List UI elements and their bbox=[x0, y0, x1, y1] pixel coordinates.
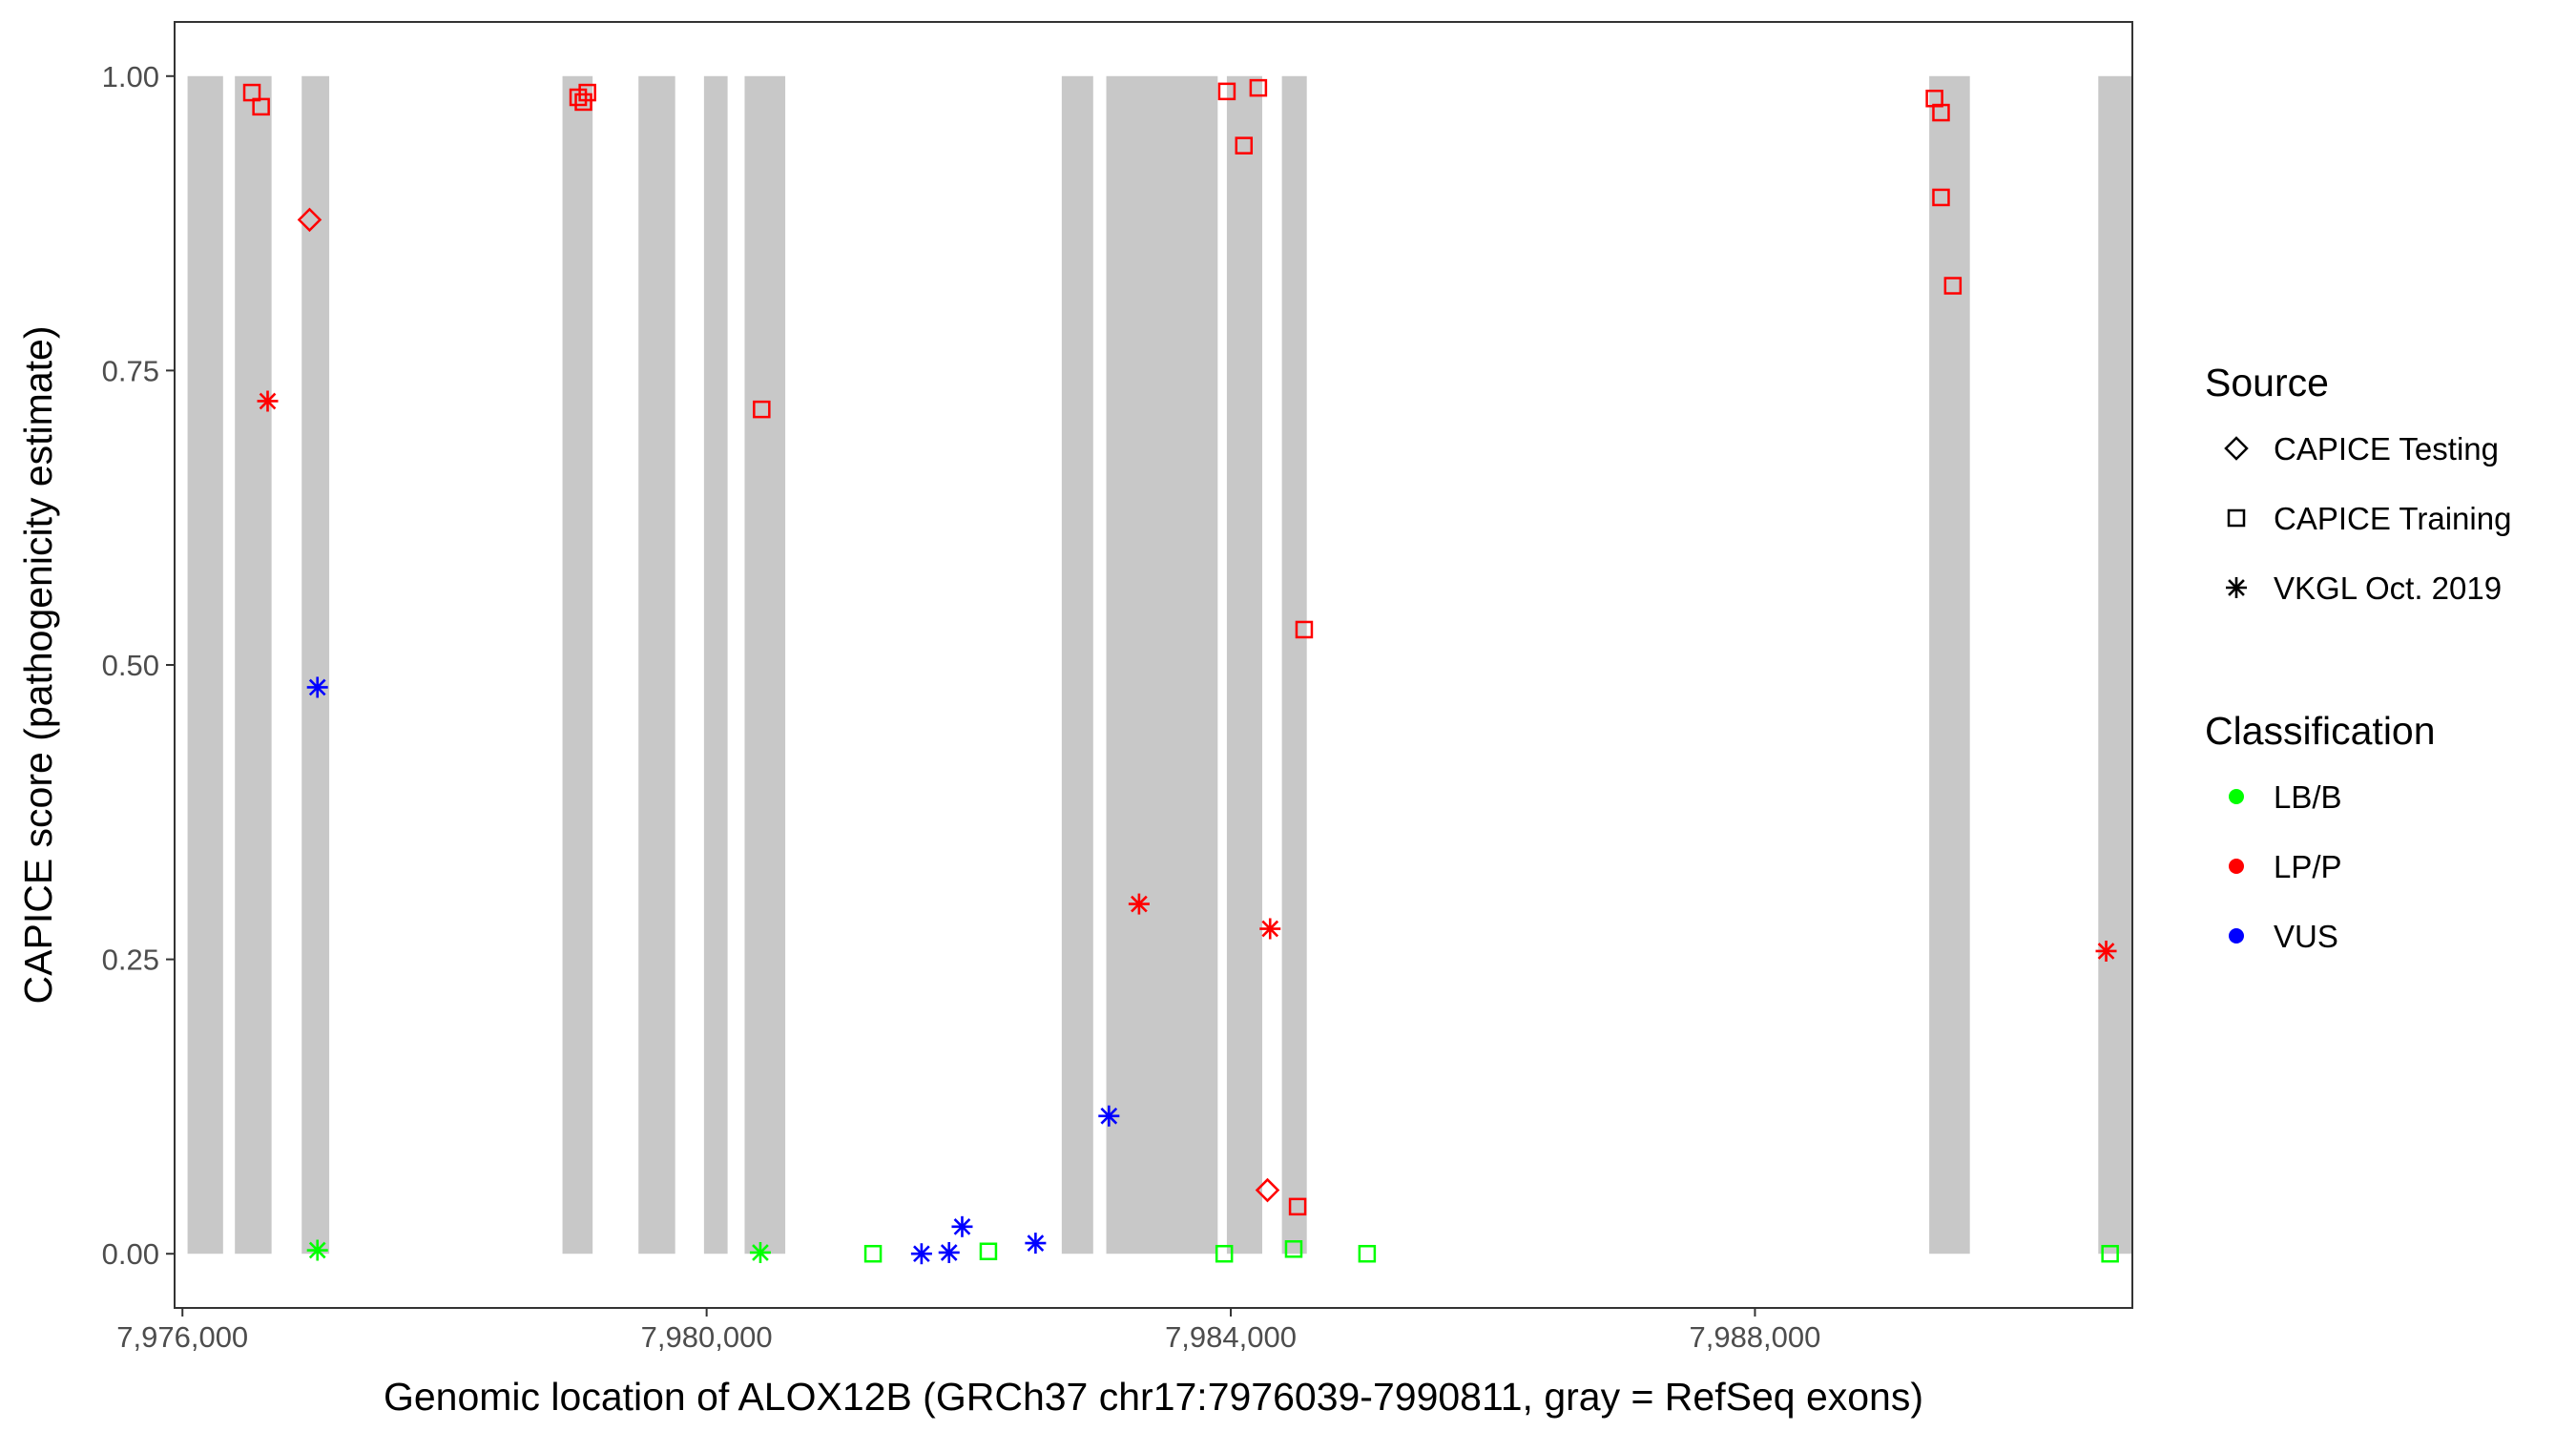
data-point-square bbox=[1235, 136, 1254, 155]
data-point-square bbox=[1217, 82, 1236, 101]
data-points bbox=[242, 78, 2119, 1265]
data-point-square bbox=[979, 1242, 998, 1260]
exon-band bbox=[187, 75, 223, 1255]
legend-key-dot bbox=[2229, 859, 2244, 874]
data-point-asterisk bbox=[910, 1243, 932, 1265]
exon-band bbox=[744, 75, 786, 1255]
data-point-square bbox=[753, 400, 771, 419]
data-point-asterisk bbox=[1259, 918, 1281, 940]
exon-band bbox=[703, 75, 728, 1255]
x-tick-label: 7,984,000 bbox=[1165, 1320, 1297, 1354]
data-point-asterisk bbox=[2095, 940, 2117, 962]
data-point-square bbox=[1295, 620, 1314, 639]
data-point-asterisk bbox=[257, 390, 279, 412]
data-point-square bbox=[242, 83, 261, 102]
data-point-square bbox=[1358, 1244, 1377, 1263]
data-point-square bbox=[2101, 1244, 2119, 1263]
y-tick-label: 0.75 bbox=[102, 354, 159, 387]
legend-key-dot bbox=[2229, 789, 2244, 804]
exon-band bbox=[1929, 75, 1970, 1255]
legend-source-label: VKGL Oct. 2019 bbox=[2274, 570, 2502, 606]
data-point-square bbox=[1288, 1197, 1307, 1216]
data-point-asterisk bbox=[938, 1241, 960, 1263]
x-tick-label: 7,976,000 bbox=[116, 1320, 248, 1354]
legend-classification-label: VUS bbox=[2274, 919, 2338, 954]
data-point-square bbox=[1215, 1244, 1234, 1263]
legend-classification-label: LB/B bbox=[2274, 779, 2342, 815]
legend-key-diamond bbox=[2224, 436, 2249, 461]
y-tick-label: 0.25 bbox=[102, 944, 159, 977]
data-point-asterisk bbox=[1128, 893, 1150, 915]
legend-key-square bbox=[2227, 508, 2246, 528]
exon-band bbox=[2098, 75, 2132, 1255]
exon-bands bbox=[187, 75, 2132, 1255]
legend-key-asterisk bbox=[2226, 577, 2247, 598]
x-axis-ticks: 7,976,000 7,980,000 7,984,000 7,988,000 bbox=[116, 1308, 1820, 1354]
y-axis-title: CAPICE score (pathogenicity estimate) bbox=[16, 326, 60, 1005]
exon-band bbox=[1281, 75, 1307, 1255]
y-axis-ticks: 0.00 0.25 0.50 0.75 1.00 bbox=[102, 60, 175, 1271]
exon-band bbox=[1061, 75, 1093, 1255]
data-point-asterisk bbox=[306, 1239, 328, 1261]
data-point-asterisk bbox=[306, 676, 328, 698]
legend-source-title: Source bbox=[2205, 361, 2329, 404]
legend-classification-title: Classification bbox=[2205, 709, 2436, 753]
legend-source-label: CAPICE Training bbox=[2274, 501, 2511, 536]
exon-band bbox=[638, 75, 675, 1255]
legend: Source CAPICE Testing CAPICE Training VKGL … bbox=[2205, 361, 2511, 954]
data-point-square bbox=[1932, 103, 1950, 122]
data-point-square bbox=[574, 93, 592, 112]
y-tick-label: 0.00 bbox=[102, 1237, 159, 1271]
y-tick-label: 0.50 bbox=[102, 649, 159, 682]
legend-key-dot bbox=[2229, 928, 2244, 944]
legend-source-label: CAPICE Testing bbox=[2274, 431, 2499, 467]
exon-band bbox=[562, 75, 593, 1255]
plot-border bbox=[174, 21, 2133, 1309]
y-tick-label: 1.00 bbox=[102, 60, 159, 93]
data-point-asterisk bbox=[749, 1241, 771, 1263]
data-point-square bbox=[1943, 277, 1963, 295]
data-point-square bbox=[1284, 1240, 1303, 1258]
data-point-square bbox=[1249, 78, 1268, 97]
data-point-diamond bbox=[1255, 1177, 1280, 1203]
legend-classification-label: LP/P bbox=[2274, 849, 2342, 884]
exon-band bbox=[301, 75, 330, 1255]
exon-band bbox=[1226, 75, 1262, 1255]
data-point-asterisk bbox=[1098, 1105, 1120, 1127]
data-point-asterisk bbox=[951, 1215, 973, 1237]
x-axis-title: Genomic location of ALOX12B (GRCh37 chr1… bbox=[384, 1375, 1923, 1419]
data-point-square bbox=[1932, 188, 1950, 207]
x-tick-label: 7,980,000 bbox=[641, 1320, 773, 1354]
data-point-square bbox=[569, 88, 588, 107]
exon-band bbox=[235, 75, 272, 1255]
data-point-square bbox=[578, 83, 596, 102]
data-point-diamond bbox=[297, 207, 322, 233]
exon-band bbox=[1106, 75, 1218, 1255]
data-point-square bbox=[252, 97, 270, 116]
x-tick-label: 7,988,000 bbox=[1689, 1320, 1820, 1354]
data-point-asterisk bbox=[1025, 1233, 1047, 1255]
data-point-square bbox=[863, 1244, 883, 1263]
